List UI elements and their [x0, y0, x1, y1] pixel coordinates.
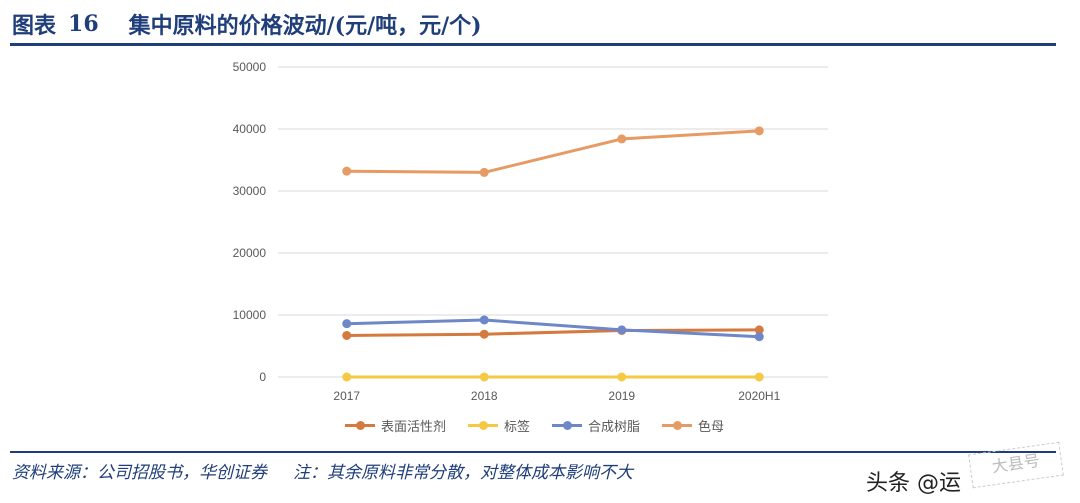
x-tick-label: 2019 [608, 389, 635, 403]
footer-divider [10, 451, 1056, 453]
legend-item: 色母 [662, 416, 724, 435]
data-point [479, 372, 489, 382]
data-point [617, 325, 627, 335]
series-line [346, 129, 760, 174]
data-point [342, 372, 352, 382]
legend-label: 色母 [698, 420, 725, 435]
y-tick-label: 10000 [233, 308, 267, 322]
data-point [342, 166, 352, 176]
source-text: 资料来源：公司招股书，华创证券 [12, 463, 267, 483]
data-point [754, 332, 764, 342]
data-point [754, 372, 764, 382]
legend-swatch [468, 420, 499, 430]
figure-label: 图表 [12, 13, 57, 39]
footer: 资料来源：公司招股书，华创证券 注：其余原料非常分散，对整体成本影响不大 [12, 458, 633, 483]
y-tick-label: 40000 [233, 122, 267, 136]
y-tick-label: 50000 [233, 60, 267, 74]
series-line [346, 328, 760, 337]
legend-item: 标签 [468, 416, 530, 435]
data-point [754, 325, 764, 335]
figure-number: 16 [68, 11, 99, 37]
data-point [479, 315, 489, 325]
figure-title: 图表 16 集中原料的价格波动/(元/吨，元/个) [12, 6, 482, 42]
y-tick-label: 20000 [233, 246, 267, 260]
chart-legend: 表面活性剂 标签 合成树脂 色母 [345, 416, 724, 435]
data-point [342, 319, 352, 329]
watermark: 头条 @运 [866, 471, 961, 496]
y-tick-label: 0 [259, 370, 266, 384]
y-tick-label: 30000 [233, 184, 267, 198]
x-tick-label: 2017 [333, 389, 360, 403]
legend-swatch [345, 420, 375, 430]
data-point [754, 126, 764, 136]
stamp-text: 大县号 [990, 450, 1041, 477]
legend-swatch [662, 420, 693, 430]
data-point [617, 372, 627, 382]
data-point [479, 329, 489, 339]
series-line [346, 318, 760, 339]
legend-label: 表面活性剂 [381, 420, 447, 435]
legend-item: 合成树脂 [552, 416, 640, 435]
legend-label: 合成树脂 [588, 420, 641, 435]
watermark-stamp: 大县号 [968, 441, 1064, 489]
legend-item: 表面活性剂 [345, 416, 446, 435]
legend-swatch [552, 420, 583, 430]
title-divider [10, 43, 1056, 46]
data-point [617, 134, 627, 144]
data-point [479, 167, 489, 177]
data-point [342, 330, 352, 340]
x-tick-label: 2018 [471, 389, 498, 403]
x-tick-label: 2020H1 [738, 389, 780, 403]
figure-title-text: 集中原料的价格波动/(元/吨，元/个) [128, 13, 482, 39]
legend-label: 标签 [504, 420, 531, 435]
line-chart: 50000 40000 30000 20000 10000 0 2017 2018 2019 20… [233, 60, 828, 403]
note-text: 注：其余原料非常分散，对整体成本影响不大 [293, 463, 633, 483]
